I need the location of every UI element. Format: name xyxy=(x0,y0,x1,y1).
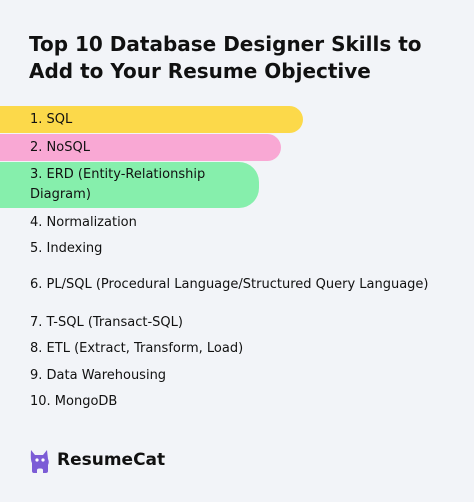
skill-label: 8. ETL (Extract, Transform, Load) xyxy=(30,341,244,356)
list-item: 9. Data Warehousing xyxy=(0,362,474,388)
skill-label: 3. ERD (Entity-Relationship Diagram) xyxy=(30,167,206,202)
brand-logo: ResumeCat xyxy=(28,446,165,474)
skill-label: 7. T-SQL (Transact-SQL) xyxy=(30,314,183,330)
list-item: 1. SQL xyxy=(0,106,303,133)
page-title: Top 10 Database Designer Skills to Add t… xyxy=(29,32,422,83)
cat-logo-icon xyxy=(30,450,49,473)
list-item: 8. ETL (Extract, Transform, Load) xyxy=(0,335,474,362)
skill-label: 4. Normalization xyxy=(30,214,137,230)
skill-label: 1. SQL xyxy=(30,112,73,127)
skills-list: 1. SQL 2. NoSQL 3. ERD (Entity-Relations… xyxy=(0,106,474,415)
skill-label: 5. Indexing xyxy=(30,240,103,256)
list-item: 3. ERD (Entity-Relationship Diagram) xyxy=(0,162,259,208)
skill-label: 10. MongoDB xyxy=(30,394,118,409)
skill-label: 9. Data Warehousing xyxy=(30,367,167,383)
list-item: 5. Indexing xyxy=(0,235,474,261)
brand-name: ResumeCat xyxy=(57,450,166,470)
list-item: 10. MongoDB xyxy=(0,388,474,415)
list-item: 6. PL/SQL (Procedural Language/Structure… xyxy=(0,261,474,309)
list-item: 2. NoSQL xyxy=(0,134,281,161)
list-item: 4. Normalization xyxy=(0,209,474,235)
list-item: 7. T-SQL (Transact-SQL) xyxy=(0,309,474,335)
skill-label: 6. PL/SQL (Procedural Language/Structure… xyxy=(30,277,429,292)
skill-label: 2. NoSQL xyxy=(30,140,90,155)
